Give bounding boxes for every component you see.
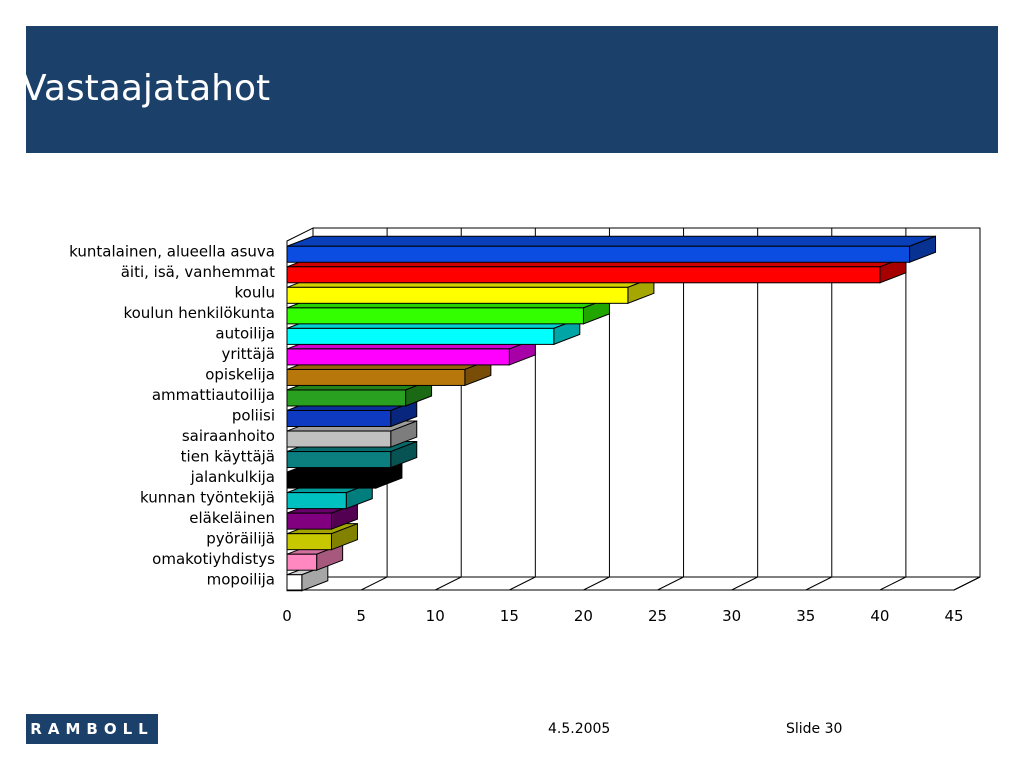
- x-tick-label: 15: [500, 607, 519, 625]
- x-tick-label: 40: [870, 607, 889, 625]
- bar: [286, 430, 392, 448]
- category-label: kuntalainen, alueella asuva: [69, 242, 275, 260]
- slide-number: Slide 30: [786, 721, 843, 737]
- bar: [286, 286, 629, 304]
- bar: [286, 245, 911, 263]
- x-tick-label: 45: [944, 607, 963, 625]
- gridline-floor: [879, 576, 907, 591]
- x-tick-label: 25: [648, 607, 667, 625]
- gridline-floor: [360, 576, 388, 591]
- bar: [286, 471, 377, 489]
- bar-top: [286, 235, 936, 247]
- footer-date: 4.5.2005: [548, 721, 611, 737]
- category-label: pyöräilijä: [206, 530, 275, 548]
- chart-floor: [286, 576, 981, 591]
- bar: [286, 368, 466, 386]
- gridline-floor: [434, 576, 462, 591]
- category-label: jalankulkija: [190, 468, 275, 486]
- category-label: kunnan työntekijä: [140, 489, 275, 507]
- category-label: äiti, isä, vanhemmat: [121, 263, 275, 281]
- category-label: koulun henkilökunta: [123, 304, 275, 322]
- x-tick-label: 35: [796, 607, 815, 625]
- category-label: tien käyttäjä: [181, 448, 275, 466]
- gridline-floor: [731, 576, 758, 591]
- category-label: opiskelija: [205, 365, 275, 383]
- category-label: ammattiautoilija: [152, 386, 275, 404]
- bar: [286, 410, 392, 427]
- gridline-floor: [657, 576, 684, 591]
- gridline-floor: [583, 576, 610, 591]
- category-label: mopoilija: [207, 571, 275, 589]
- gridline-floor: [953, 576, 981, 591]
- x-tick-label: 20: [574, 607, 593, 625]
- category-label: eläkeläinen: [189, 509, 275, 527]
- bar: [286, 451, 392, 469]
- category-label: poliisi: [232, 407, 275, 425]
- bar: [286, 266, 881, 284]
- bar: [286, 492, 347, 510]
- bar: [286, 533, 332, 551]
- category-label: koulu: [234, 283, 275, 301]
- gridline-floor: [509, 576, 536, 591]
- title-banner: [26, 26, 998, 153]
- bar: [286, 348, 510, 366]
- bar: [286, 327, 555, 345]
- category-label: autoilija: [215, 324, 275, 342]
- gridline-floor: [805, 576, 833, 591]
- bar: [286, 512, 332, 530]
- category-label: sairaanhoito: [182, 427, 275, 445]
- bar: [286, 574, 303, 592]
- page-title: Vastaajatahot: [22, 68, 271, 109]
- x-tick-label: 30: [722, 607, 741, 625]
- bar: [286, 553, 318, 571]
- x-tick-label: 0: [282, 607, 292, 625]
- category-label: omakotiyhdistys: [152, 550, 275, 568]
- category-label: yrittäjä: [221, 345, 275, 363]
- logo-text: RAMBOLL: [30, 720, 154, 738]
- bar: [286, 307, 584, 325]
- x-tick-label: 5: [356, 607, 366, 625]
- ramboll-logo: RAMBOLL: [26, 714, 158, 744]
- bar: [286, 389, 407, 407]
- x-tick-label: 10: [426, 607, 445, 625]
